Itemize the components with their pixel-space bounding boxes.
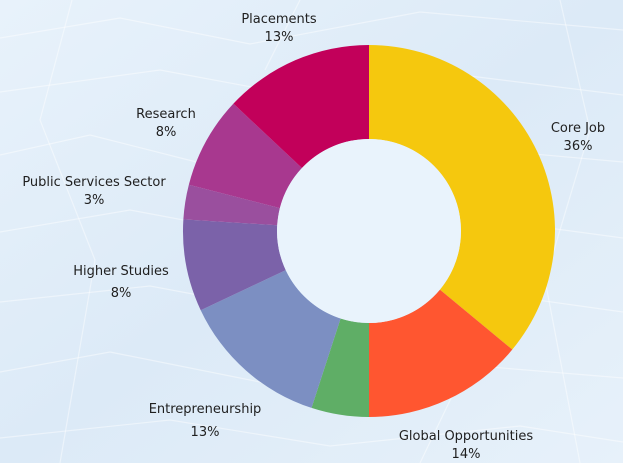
- slice-label-text: Core Job: [551, 121, 605, 136]
- slice-label-text: Higher Studies: [73, 264, 169, 279]
- slice-label-research: Research 8%: [136, 107, 196, 140]
- slice-higher-studies: [183, 219, 286, 311]
- slice-label-text: Entrepreneurship: [149, 402, 262, 417]
- donut-slices: [183, 45, 555, 417]
- slice-value-text: 36%: [564, 139, 593, 154]
- slice-core-job: [369, 45, 555, 350]
- slice-research: [188, 103, 302, 209]
- slice-global-opportunities: [369, 289, 513, 417]
- slice-value-text: 3%: [84, 193, 105, 208]
- slice-placements: [233, 45, 369, 169]
- slice-label-placements: Placements 13%: [241, 12, 317, 45]
- slice-value-text: 8%: [156, 125, 177, 140]
- slice-label-higher-studies: Higher Studies 8%: [73, 264, 169, 301]
- slice-public-services-sector: [183, 184, 280, 226]
- slice-label-text: Global Opportunities: [399, 429, 534, 444]
- slice-label-text: Research: [136, 107, 196, 122]
- slice-label-text: Public Services Sector: [22, 175, 166, 190]
- slice-slice-2: [311, 318, 369, 417]
- slice-value-text: 13%: [191, 425, 220, 440]
- slice-label-public-services-sector: Public Services Sector 3%: [22, 175, 166, 208]
- slice-label-text: Placements: [241, 12, 317, 27]
- slice-label-global-opportunities: Global Opportunities 14%: [399, 429, 534, 462]
- slice-value-text: 8%: [111, 286, 132, 301]
- slice-value-text: 13%: [265, 30, 294, 45]
- slice-label-core-job: Core Job 36%: [551, 121, 605, 154]
- slice-entrepreneurship: [200, 270, 341, 408]
- slice-label-entrepreneurship: Entrepreneurship 13%: [149, 402, 262, 440]
- slice-value-text: 14%: [452, 447, 481, 462]
- donut-hole: [277, 139, 461, 323]
